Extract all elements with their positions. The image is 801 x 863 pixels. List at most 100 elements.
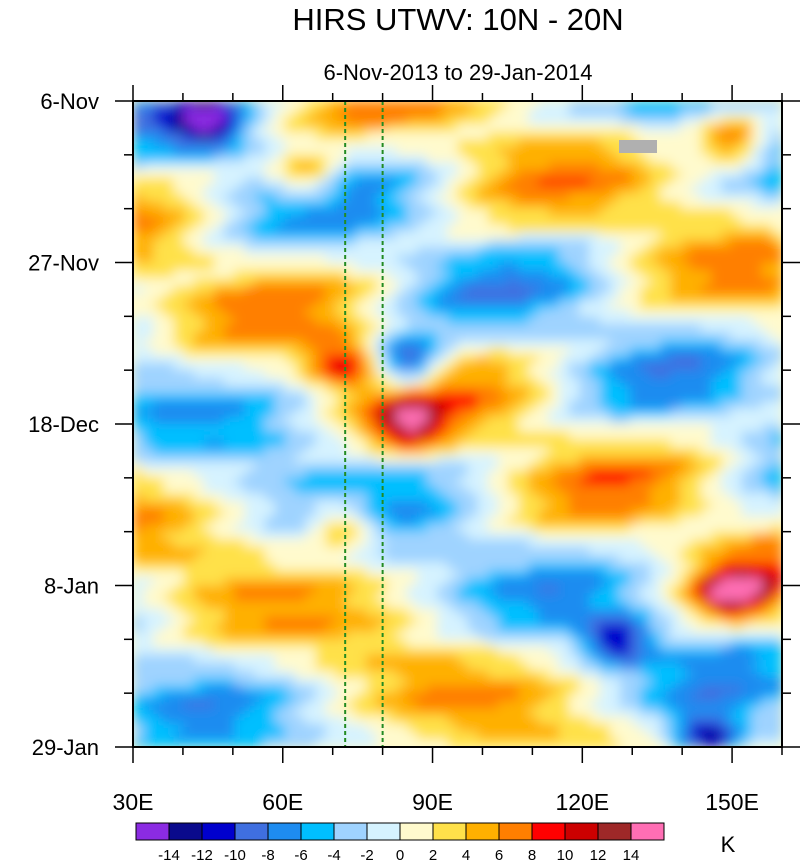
- heat-cell: [305, 531, 317, 540]
- heat-cell: [558, 431, 570, 440]
- heat-cell: [457, 101, 469, 110]
- heat-cell: [498, 647, 509, 656]
- heat-cell: [234, 131, 246, 141]
- heat-cell: [447, 485, 459, 494]
- heat-cell: [183, 685, 195, 694]
- heat-cell: [193, 377, 205, 387]
- heat-cell: [386, 116, 398, 125]
- heat-cell: [376, 654, 388, 663]
- heat-cell: [589, 270, 601, 279]
- heat-cell: [274, 185, 286, 194]
- heat-cell: [427, 654, 438, 663]
- heat-cell: [569, 685, 580, 694]
- heat-cell: [498, 185, 509, 194]
- heat-cell: [224, 324, 236, 333]
- heat-cell: [163, 416, 175, 425]
- heat-cell: [609, 277, 621, 287]
- heat-cell: [376, 647, 388, 656]
- heat-cell: [427, 385, 438, 394]
- heat-cell: [751, 354, 763, 364]
- heat-cell: [589, 470, 601, 479]
- heat-cell: [335, 239, 347, 248]
- heat-cell: [487, 585, 499, 594]
- heat-cell: [528, 270, 540, 279]
- heat-cell: [619, 324, 631, 333]
- heat-cell: [325, 331, 337, 340]
- heat-cell: [133, 108, 144, 117]
- heat-cell: [183, 485, 195, 494]
- heat-cell: [650, 224, 661, 233]
- heat-cell: [548, 101, 560, 110]
- heat-cell: [457, 500, 469, 510]
- heat-cell: [508, 147, 519, 156]
- heat-cell: [183, 277, 195, 287]
- heat-cell: [609, 131, 621, 141]
- heat-cell: [335, 693, 347, 702]
- heat-cell: [437, 585, 448, 594]
- heat-cell: [305, 623, 317, 633]
- heat-cell: [133, 339, 144, 348]
- heat-cell: [416, 424, 428, 433]
- heat-cell: [386, 654, 398, 663]
- heat-cell: [579, 177, 590, 187]
- heat-cell: [457, 370, 469, 379]
- heat-cell: [143, 308, 154, 317]
- heat-cell: [467, 523, 479, 533]
- heat-cell: [234, 408, 246, 417]
- heat-cell: [711, 531, 722, 540]
- heat-cell: [133, 362, 144, 371]
- heat-cell: [325, 547, 337, 556]
- heat-cell: [660, 308, 672, 317]
- heat-cell: [609, 608, 621, 617]
- heat-cell: [285, 101, 296, 110]
- heat-cell: [731, 639, 743, 648]
- heat-cell: [640, 623, 651, 633]
- heat-cell: [700, 493, 712, 502]
- heat-cell: [437, 439, 448, 448]
- heat-cell: [183, 393, 195, 402]
- heat-cell: [700, 239, 712, 248]
- heat-cell: [599, 424, 611, 433]
- heat-cell: [356, 424, 367, 433]
- heat-cell: [427, 431, 438, 440]
- heat-cell: [386, 231, 398, 241]
- heat-cell: [295, 254, 306, 264]
- heat-cell: [650, 416, 661, 425]
- heat-cell: [193, 270, 205, 279]
- heat-cell: [193, 500, 205, 510]
- heat-cell: [274, 631, 286, 640]
- heat-cell: [660, 231, 672, 241]
- heat-cell: [285, 277, 296, 287]
- heat-cell: [386, 623, 398, 633]
- heat-cell: [356, 516, 367, 525]
- heat-cell: [771, 408, 782, 417]
- heat-cell: [518, 162, 530, 171]
- heat-cell: [660, 662, 672, 671]
- heat-cell: [548, 116, 560, 125]
- heat-cell: [203, 539, 215, 548]
- heat-cell: [498, 631, 509, 640]
- heat-cell: [305, 631, 317, 640]
- heat-cell: [680, 347, 692, 356]
- heat-cell: [335, 362, 347, 371]
- heat-cell: [467, 508, 479, 517]
- heat-cell: [437, 462, 448, 471]
- heat-cell: [244, 331, 256, 340]
- heat-cell: [670, 139, 682, 148]
- heat-cell: [498, 570, 509, 579]
- heat-cell: [133, 616, 144, 625]
- heat-cell: [761, 393, 773, 402]
- heat-cell: [254, 147, 266, 156]
- heat-cell: [548, 300, 560, 310]
- heat-cell: [356, 608, 367, 617]
- heat-cell: [741, 393, 753, 402]
- heat-cell: [467, 377, 479, 387]
- heat-cell: [650, 547, 661, 556]
- heat-cell: [660, 147, 672, 156]
- heat-cell: [335, 385, 347, 394]
- heat-cell: [670, 339, 682, 348]
- heat-cell: [406, 485, 418, 494]
- heat-cell: [711, 516, 722, 525]
- heat-cell: [731, 585, 743, 594]
- heat-cell: [518, 131, 530, 141]
